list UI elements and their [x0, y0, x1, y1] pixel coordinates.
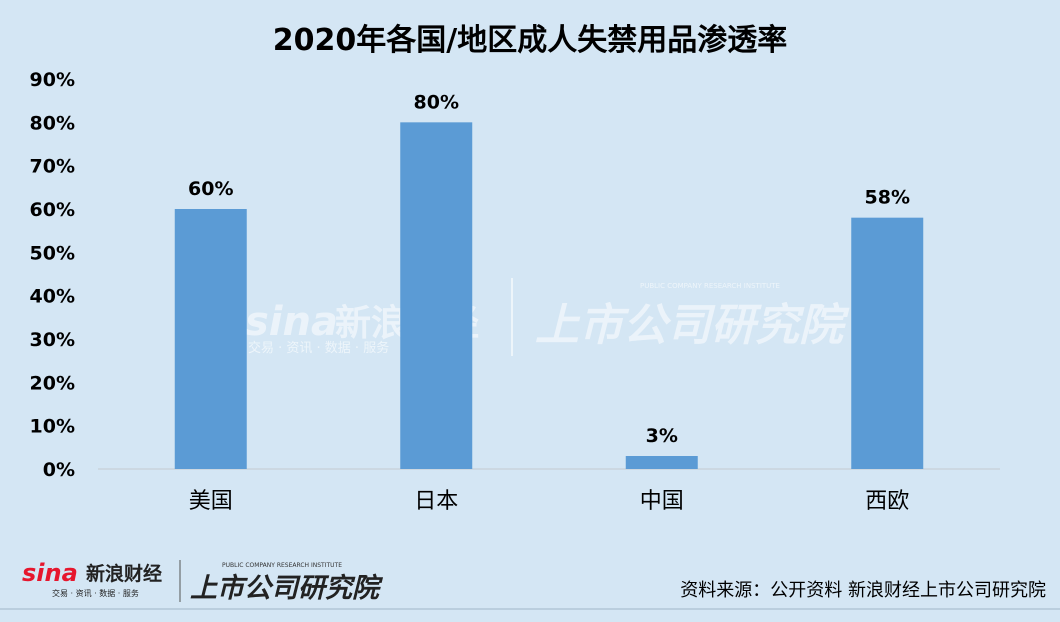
watermark: sina 新浪财经 交易 · 资讯 · 数据 · 服务 PUBLIC COMPA…: [245, 278, 850, 356]
data-labels: 60% 80% 3% 58%: [188, 91, 910, 447]
bars: [174, 122, 924, 469]
data-label: 60%: [188, 178, 233, 200]
x-tick-label: 西欧: [865, 489, 909, 514]
source-note: 资料来源：公开资料 新浪财经上市公司研究院: [680, 580, 1046, 601]
y-tick-label: 90%: [30, 69, 75, 91]
x-tick-label: 中国: [640, 489, 684, 514]
footer-sina-sub: 交易 · 资讯 · 数据 · 服务: [52, 588, 139, 598]
bar-1: [400, 122, 473, 469]
x-axis: 美国 日本 中国 西欧: [189, 489, 910, 514]
watermark-sina-sub: 交易 · 资讯 · 数据 · 服务: [248, 340, 389, 356]
watermark-institute-en: PUBLIC COMPANY RESEARCH INSTITUTE: [640, 282, 780, 290]
y-tick-label: 30%: [30, 329, 75, 351]
footer-logo: sina 新浪财经 交易 · 资讯 · 数据 · 服务 PUBLIC COMPA…: [22, 559, 384, 604]
y-tick-label: 50%: [30, 242, 75, 264]
data-label: 3%: [646, 425, 678, 447]
bar-3: [851, 217, 924, 469]
watermark-sina: sina: [245, 299, 338, 345]
bar-0: [174, 209, 247, 469]
y-tick-label: 10%: [30, 416, 75, 438]
watermark-institute: 上市公司研究院: [535, 300, 850, 351]
y-axis: 0% 10% 20% 30% 40% 50% 60% 70% 80% 90%: [30, 69, 75, 481]
footer-sina-logo: sina: [22, 559, 78, 587]
x-tick-label: 日本: [414, 489, 458, 514]
x-tick-label: 美国: [189, 489, 233, 514]
footer-institute-en: PUBLIC COMPANY RESEARCH INSTITUTE: [222, 562, 342, 569]
y-tick-label: 40%: [30, 286, 75, 308]
y-tick-label: 80%: [30, 112, 75, 134]
y-tick-label: 60%: [30, 199, 75, 221]
y-tick-label: 20%: [30, 372, 75, 394]
bar-2: [625, 456, 698, 469]
data-label: 80%: [414, 91, 459, 113]
y-tick-label: 0%: [43, 459, 75, 481]
data-label: 58%: [865, 187, 910, 209]
footer-institute: 上市公司研究院: [190, 573, 384, 604]
footer-sina-cn: 新浪财经: [86, 562, 162, 585]
y-tick-label: 70%: [30, 156, 75, 178]
chart-title: 2020年各国/地区成人失禁用品渗透率: [273, 23, 787, 58]
